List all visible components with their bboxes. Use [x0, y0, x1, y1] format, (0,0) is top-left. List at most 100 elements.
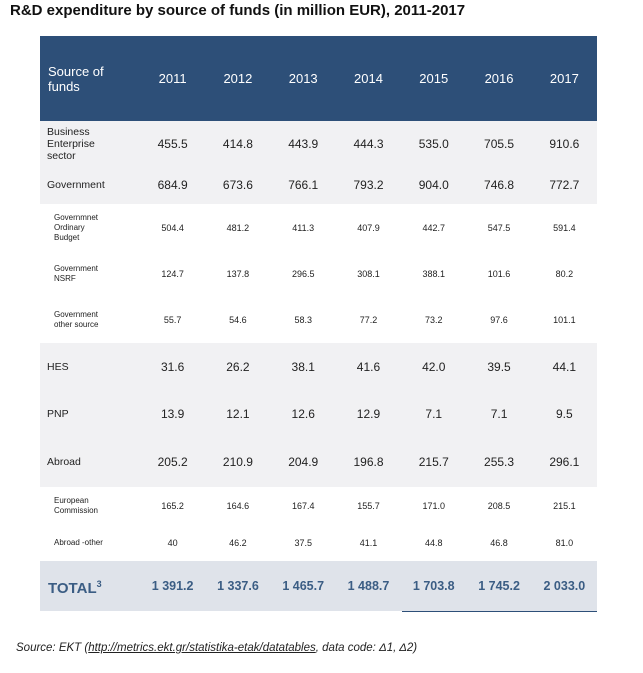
cell-value: 80.2 [555, 269, 574, 279]
total-value: 1 391.2 [151, 579, 194, 593]
table-row: Government other source 55.7 54.6 58.3 7… [40, 297, 597, 343]
cell-value: 205.2 [157, 455, 188, 469]
table-row: Abroad -other 40 46.2 37.5 41.1 44.8 46.… [40, 525, 597, 561]
total-value: 2 033.0 [543, 579, 586, 593]
cell-value: 55.7 [163, 315, 182, 325]
table-row: European Commission 165.2 164.6 167.4 15… [40, 487, 597, 525]
cell-value: 196.8 [353, 455, 384, 469]
cell-value: 58.3 [294, 315, 312, 325]
cell-value: 46.2 [229, 538, 247, 548]
header-year: 2012 [223, 71, 253, 86]
cell-value: 124.7 [161, 269, 184, 279]
cell-value: 210.9 [222, 455, 253, 469]
cell-value: 296.5 [291, 269, 315, 279]
cell-value: 39.5 [487, 360, 511, 374]
total-underline [402, 611, 597, 612]
table-row: Business Enterprise sector 455.5 414.8 4… [40, 121, 597, 166]
row-label: HES [47, 361, 69, 373]
cell-value: 504.4 [161, 222, 184, 233]
header-year: 2014 [354, 71, 383, 86]
cell-value: 165.2 [161, 501, 184, 511]
table-row: Government 684.9 673.6 766.1 793.2 904.0… [40, 166, 597, 204]
header-year: 2016 [484, 71, 514, 86]
cell-value: 155.7 [357, 501, 380, 511]
row-label: Abroad [47, 456, 81, 468]
cell-value: 40 [167, 538, 178, 548]
table-row: Governmnet Ordinary Budget 504.4 481.2 4… [40, 204, 597, 251]
header-label-line: Source of [48, 63, 104, 79]
cell-value: 44.8 [425, 538, 443, 548]
cell-value: 481.2 [226, 222, 250, 233]
cell-value: 772.7 [549, 178, 580, 192]
cell-value: 9.5 [556, 407, 573, 421]
cell-value: 12.9 [356, 407, 381, 421]
cell-value: 308.1 [357, 269, 380, 279]
cell-value: 904.0 [418, 178, 449, 192]
row-label: Government NSRF [54, 264, 99, 283]
row-label: Abroad -other [54, 538, 103, 547]
cell-value: 81.0 [555, 538, 574, 548]
table-header-row: Source of funds 2011 2012 2013 2014 2015… [40, 36, 597, 121]
total-value: 1 488.7 [347, 579, 390, 593]
cell-value: 388.1 [422, 269, 446, 279]
cell-value: 164.6 [226, 501, 250, 511]
header-source-of-funds: Source of funds [40, 36, 140, 121]
cell-value: 535.0 [418, 136, 449, 151]
header-year: 2011 [158, 71, 187, 86]
cell-value: 97.6 [490, 315, 508, 325]
row-label: Governmnet Ordinary Budget [54, 212, 99, 242]
cell-value: 455.5 [157, 136, 188, 151]
total-value: 1 465.7 [282, 579, 325, 593]
cell-value: 13.9 [160, 407, 185, 421]
cell-value: 101.1 [553, 315, 576, 325]
cell-value: 46.8 [490, 538, 508, 548]
source-link[interactable]: http://metrics.ekt.gr/statistika-etak/da… [88, 642, 316, 654]
header-year: 2015 [419, 71, 449, 86]
cell-value: 411.3 [292, 222, 315, 233]
table-row: HES 31.6 26.2 38.1 41.6 42.0 39.5 44.1 [40, 343, 597, 391]
total-label: TOTAL3 [48, 578, 102, 597]
cell-value: 215.7 [418, 455, 449, 469]
total-value: 1 745.2 [478, 579, 520, 593]
rd-expenditure-table: Source of funds 2011 2012 2013 2014 2015… [40, 36, 597, 611]
cell-value: 12.1 [226, 407, 250, 421]
total-value: 1 703.8 [412, 579, 455, 593]
row-label: Business Enterprise sector [47, 125, 95, 162]
cell-value: 443.9 [288, 136, 319, 151]
cell-value: 7.1 [425, 407, 443, 421]
cell-value: 407.9 [357, 222, 380, 233]
cell-value: 54.6 [229, 315, 247, 325]
total-footnote-mark: 3 [96, 578, 102, 589]
cell-value: 208.5 [487, 501, 511, 511]
cell-value: 167.4 [291, 501, 315, 511]
cell-value: 442.7 [422, 222, 446, 233]
cell-value: 215.1 [553, 501, 576, 511]
cell-value: 42.0 [422, 360, 446, 374]
cell-value: 137.8 [226, 269, 250, 279]
cell-value: 171.0 [422, 501, 446, 511]
cell-value: 705.5 [484, 136, 515, 151]
row-label: European Commission [54, 496, 99, 515]
cell-value: 793.2 [353, 178, 384, 192]
cell-value: 591.4 [553, 222, 576, 233]
cell-value: 101.6 [487, 269, 511, 279]
row-label: Government [47, 179, 105, 191]
cell-value: 673.6 [222, 178, 253, 192]
cell-value: 26.2 [226, 360, 250, 374]
cell-value: 7.1 [490, 407, 508, 421]
total-value: 1 337.6 [217, 579, 259, 593]
table-row: Government NSRF 124.7 137.8 296.5 308.1 … [40, 251, 597, 297]
total-row: TOTAL3 1 391.2 1 337.6 1 465.7 1 488.7 1… [40, 561, 597, 611]
cell-value: 414.8 [222, 136, 253, 151]
header-year: 2013 [288, 71, 318, 86]
page-title: R&D expenditure by source of funds (in m… [10, 2, 466, 19]
cell-value: 31.6 [160, 360, 185, 374]
cell-value: 255.3 [484, 455, 515, 469]
cell-value: 746.8 [484, 178, 515, 192]
cell-value: 41.1 [359, 538, 378, 548]
source-note: Source: EKT (http://metrics.ekt.gr/stati… [16, 642, 418, 654]
cell-value: 44.1 [552, 360, 577, 374]
cell-value: 766.1 [288, 178, 319, 192]
row-label: PNP [47, 408, 69, 420]
cell-value: 684.9 [157, 178, 188, 192]
